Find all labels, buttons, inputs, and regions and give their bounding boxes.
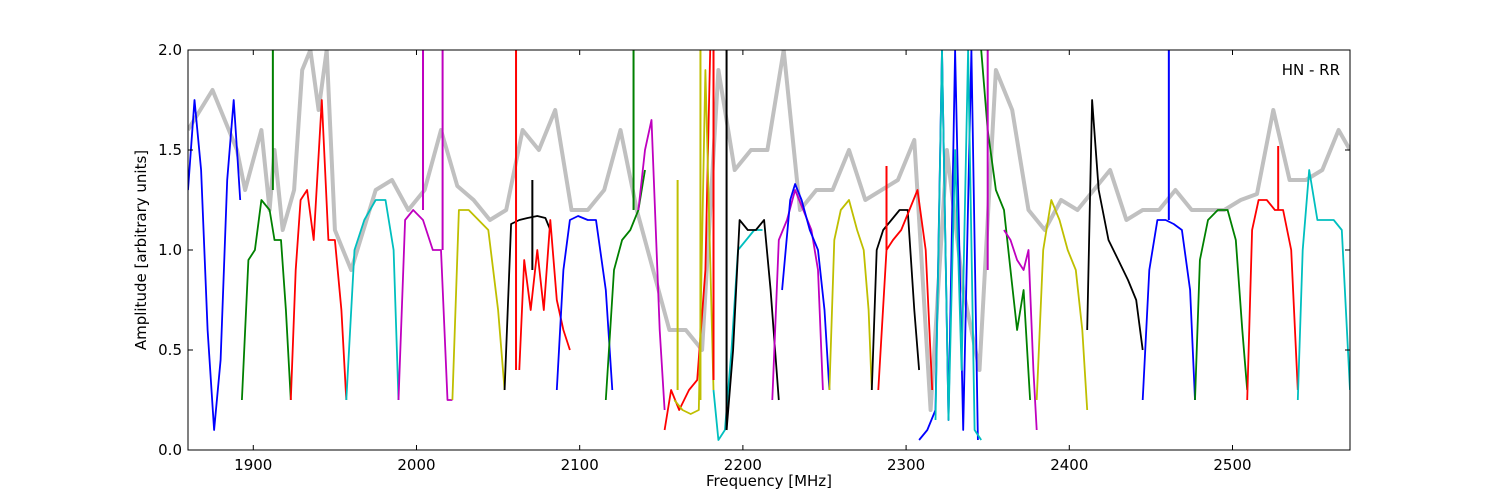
series-line-19 [870,209,920,391]
series-line-16 [771,189,824,401]
series-line-26 [1086,99,1144,351]
series-line-23 [980,50,1031,401]
series-line-1 [188,99,242,431]
x-tick-label-2000: 2000 [397,456,435,474]
annotation-label: HN - RR [1282,61,1340,79]
series-line-22 [934,50,982,441]
series-line-9 [555,215,614,391]
series-line-11 [637,119,666,411]
series-line-20 [877,189,934,391]
data-layer [188,50,1350,441]
series-line-12 [663,50,712,431]
x-tick-label-2500: 2500 [1213,456,1251,474]
series-line-27 [1141,219,1196,401]
series-line-3 [289,99,348,401]
series-line-13 [673,69,715,415]
series-line-15 [725,219,780,431]
series-line-5 [397,209,453,401]
y-axis-label: Amplitude [arbitrary units] [132,150,150,350]
series-line-2 [241,199,292,401]
tick-layer: 1900 2000 2100 2200 2300 2400 2500 0.0 0.5 1.0 1.5… [158,41,1350,474]
series-line-6 [451,209,506,401]
x-axis-label: Frequency [MHz] [706,472,832,490]
series-line-4 [345,199,400,401]
series-line-30 [1296,169,1350,401]
series-line-17 [781,183,831,391]
series-line-29 [1246,199,1299,401]
series-line-18 [828,199,873,391]
series-line-28 [1194,209,1249,401]
series-line-7 [503,215,552,391]
y-tick-label-3: 1.5 [158,141,182,159]
series-line-24 [1003,229,1038,431]
y-tick-label-4: 2.0 [158,41,182,59]
x-tick-label-1900: 1900 [234,456,272,474]
y-tick-label-2: 1.0 [158,241,182,259]
x-tick-label-2200: 2200 [724,456,762,474]
x-tick-label-2100: 2100 [561,456,599,474]
y-tick-label-1: 0.5 [158,341,182,359]
x-tick-label-2300: 2300 [887,456,925,474]
background-trace [188,50,1350,412]
x-tick-label-2400: 2400 [1050,456,1088,474]
series-line-25 [1035,199,1089,411]
y-tick-label-0: 0.0 [158,441,182,459]
